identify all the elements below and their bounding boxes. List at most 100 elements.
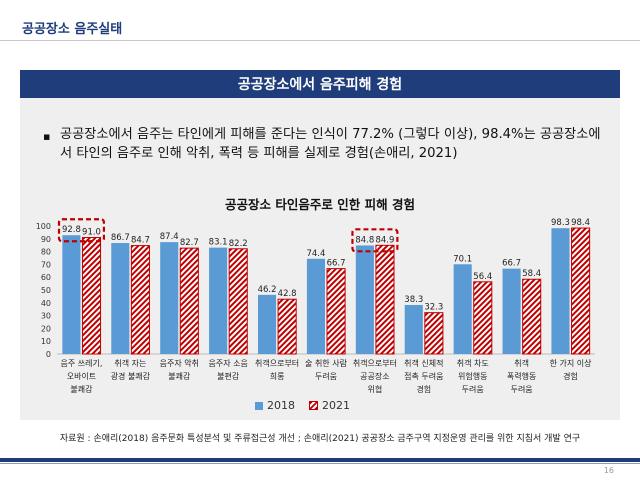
bar-2018 xyxy=(160,242,179,354)
x-tick-label: 오바이트 xyxy=(67,371,96,381)
legend-item-2021: 2021 xyxy=(309,399,350,412)
x-tick-label: 접촉 두려움 xyxy=(404,371,443,381)
chart-legend: 2018 2021 xyxy=(255,399,350,412)
x-tick-label: 불쾌감 xyxy=(70,384,93,394)
x-tick-label: 술 취한 사람 xyxy=(305,358,348,368)
bar-2021 xyxy=(375,244,395,355)
bar-2021 xyxy=(228,248,248,355)
bar-2021 xyxy=(571,227,591,355)
bar-2021 xyxy=(277,298,297,355)
x-tick-label: 취객 신체적 xyxy=(404,358,443,368)
x-tick-label: 두려움 xyxy=(511,384,533,394)
bullet-icon: ▪ xyxy=(43,130,51,143)
bar-2021 xyxy=(130,245,150,355)
x-tick-label: 음주자 소음 xyxy=(209,359,248,368)
x-tick-label: 위협 xyxy=(368,384,383,394)
y-tick-label: 30 xyxy=(41,312,51,321)
bar-2021 xyxy=(81,237,102,355)
data-label-2021: 32.3 xyxy=(424,303,443,313)
y-tick-label: 0 xyxy=(46,350,51,359)
x-tick-label: 취객으로부터 xyxy=(255,358,299,368)
x-tick-label: 위험행동 xyxy=(458,371,487,381)
data-label-2018: 66.7 xyxy=(502,259,521,269)
bullet-point: ▪ 공공장소에서 음주는 타인에게 피해를 준다는 인식이 77.2% (그렇다… xyxy=(43,125,605,163)
x-tick-label: 음주자 악취 xyxy=(160,358,199,368)
bar-2018 xyxy=(209,247,228,354)
bar-2018 xyxy=(257,294,277,354)
data-label-2021: 84.9 xyxy=(375,235,394,245)
x-tick-label: 불쾌감 xyxy=(168,371,191,381)
chart-title: 공공장소 타인음주로 인한 피해 경험 xyxy=(225,197,415,212)
x-tick-label: 경험 xyxy=(416,384,431,394)
data-label-2018: 86.7 xyxy=(111,233,130,243)
x-tick-label: 공공장소 xyxy=(360,371,389,381)
x-tick-label: 희롱 xyxy=(270,371,285,381)
x-tick-label: 불편감 xyxy=(217,371,240,381)
data-label-2018: 84.8 xyxy=(355,235,374,245)
data-label-2018: 92.8 xyxy=(62,225,81,235)
data-label-2018: 46.2 xyxy=(258,285,277,295)
page-title: 공공장소 음주실태 xyxy=(22,22,123,37)
bar-2018 xyxy=(355,245,374,354)
bar-2018 xyxy=(62,235,81,354)
legend-label-2021: 2021 xyxy=(322,399,350,412)
y-tick-label: 10 xyxy=(41,337,51,346)
y-tick-label: 90 xyxy=(41,235,51,244)
x-tick-label: 취객 자는 xyxy=(114,358,146,368)
legend-label-2018: 2018 xyxy=(267,399,295,412)
bar-2018 xyxy=(551,228,570,354)
bar-2018 xyxy=(502,268,521,354)
x-tick-label: 광경 불쾌감 xyxy=(111,371,151,381)
footer-bar xyxy=(0,458,640,462)
page-number: 16 xyxy=(603,466,614,475)
x-tick-label: 음주 쓰레기, xyxy=(61,359,103,368)
x-tick-label: 폭력행동 xyxy=(507,371,536,381)
legend-swatch-2018 xyxy=(255,401,263,410)
bar-2018 xyxy=(306,258,325,354)
header-divider xyxy=(0,40,640,41)
bar-chart: 0 10 20 30 40 50 60 70 80 90 100 92.8 91.0 음주 쓰레기, 오바이… xyxy=(36,218,595,394)
data-label-2021: 82.7 xyxy=(180,238,199,248)
highlight-box xyxy=(351,228,399,253)
data-label-2018: 87.4 xyxy=(160,232,179,242)
data-label-2021: 98.4 xyxy=(571,218,590,228)
y-tick-label: 60 xyxy=(41,273,51,282)
data-label-2018: 98.3 xyxy=(551,218,570,228)
data-label-2021: 42.8 xyxy=(278,289,297,299)
data-label-2018: 38.3 xyxy=(404,295,423,305)
data-label-2018: 70.1 xyxy=(453,254,472,264)
data-label-2021: 84.7 xyxy=(131,236,150,246)
x-tick-label: 두려움 xyxy=(315,371,337,381)
data-label-2021: 91.0 xyxy=(82,228,101,238)
bar-2021 xyxy=(473,281,493,355)
bar-2021 xyxy=(522,278,542,355)
data-label-2021: 66.7 xyxy=(327,259,346,269)
bar-2018 xyxy=(111,243,130,354)
data-label-2021: 82.2 xyxy=(229,239,248,249)
x-tick-label: 취객으로부터 xyxy=(353,358,397,368)
bar-2021 xyxy=(424,312,444,355)
bullet-text: 공공장소에서 음주는 타인에게 피해를 준다는 인식이 77.2% (그렇다 이… xyxy=(60,127,601,161)
y-tick-label: 70 xyxy=(41,260,51,269)
highlight-box xyxy=(57,218,106,243)
footer-line xyxy=(0,463,640,464)
x-tick-label: 두려움 xyxy=(462,384,484,394)
x-tick-label: 취객 차도 xyxy=(457,358,489,368)
source-citation: 자료원 : 손애리(2018) 음주문화 특성분석 및 주류접근성 개선 ; 손… xyxy=(59,434,581,444)
y-tick-label: 100 xyxy=(36,222,51,231)
y-tick-label: 20 xyxy=(41,324,51,333)
bar-2021 xyxy=(179,247,199,355)
section-banner: 공공장소에서 음주피해 경험 xyxy=(20,70,620,98)
data-label-2021: 56.4 xyxy=(473,272,492,282)
y-tick-label: 40 xyxy=(41,299,51,308)
x-tick-label: 한 가지 이상 xyxy=(550,358,593,368)
data-label-2021: 58.4 xyxy=(522,269,541,279)
bar-2021 xyxy=(326,268,346,355)
bar-2018 xyxy=(404,304,423,354)
x-tick-label: 취객 xyxy=(514,358,529,368)
y-tick-label: 80 xyxy=(41,248,51,257)
data-label-2018: 83.1 xyxy=(209,238,228,248)
legend-swatch-2021 xyxy=(309,401,318,410)
y-tick-label: 50 xyxy=(41,286,51,295)
data-label-2018: 74.4 xyxy=(306,249,325,259)
